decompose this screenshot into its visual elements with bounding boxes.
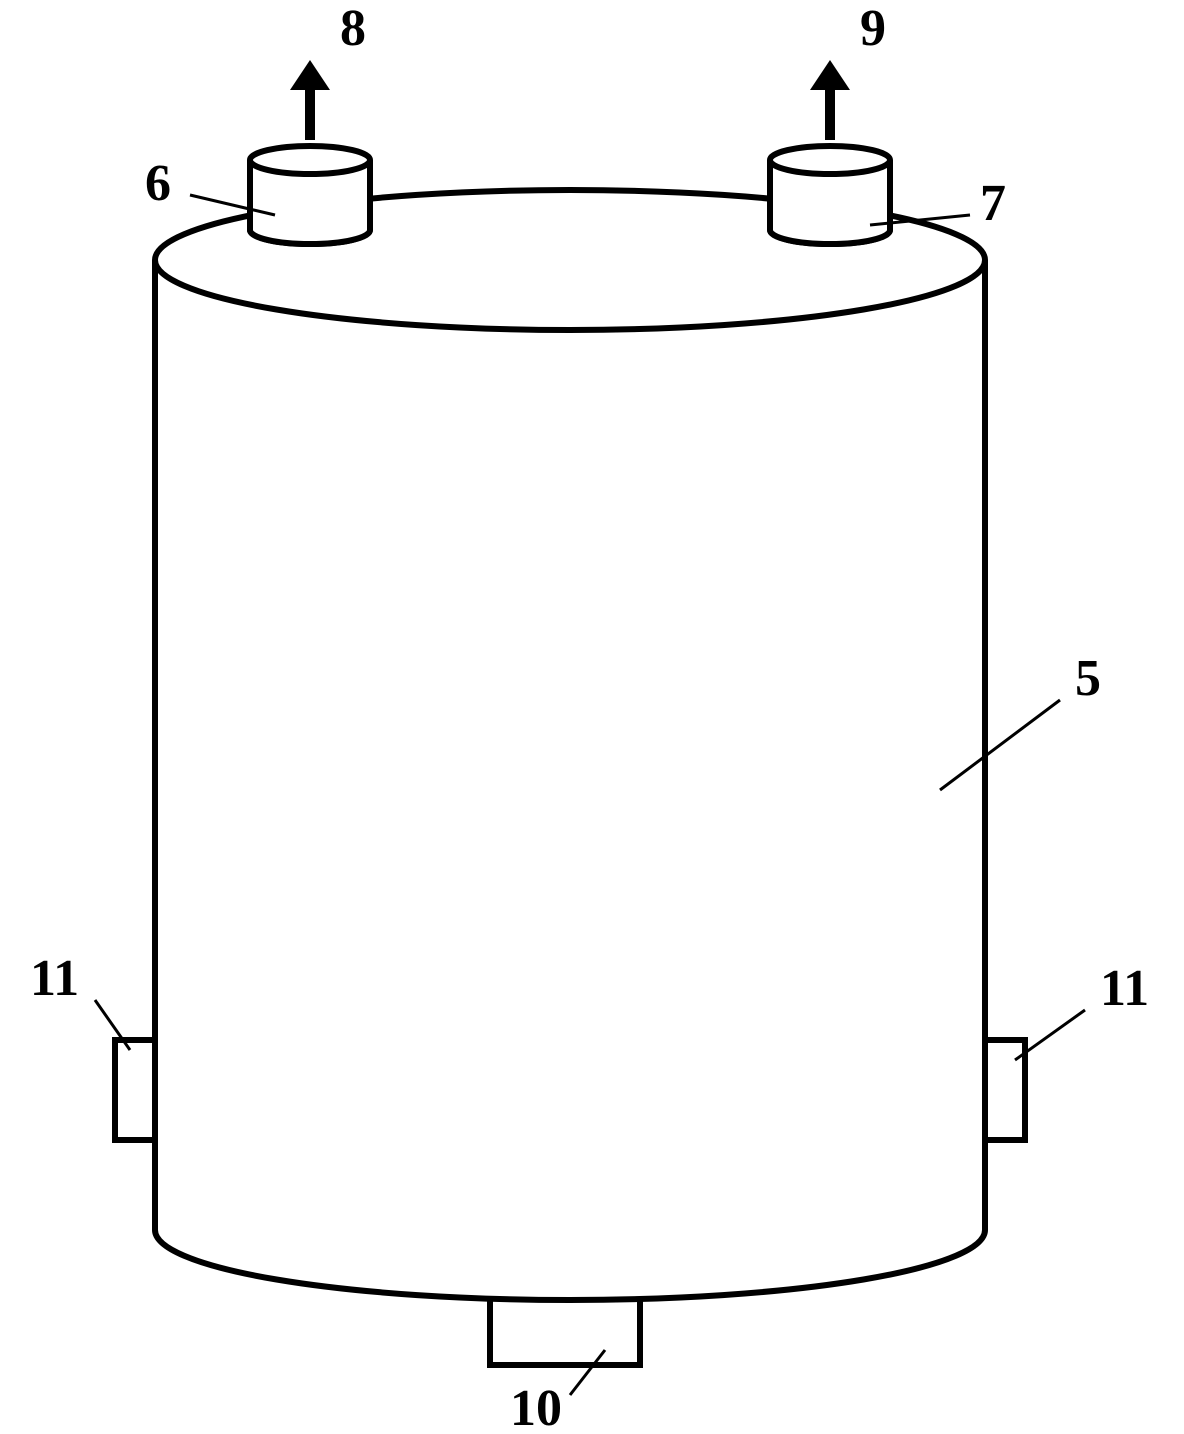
svg-text:9: 9 — [860, 0, 886, 57]
svg-text:10: 10 — [510, 1380, 562, 1434]
svg-text:6: 6 — [145, 155, 171, 212]
svg-text:5: 5 — [1075, 650, 1101, 707]
svg-text:7: 7 — [980, 175, 1006, 232]
svg-text:11: 11 — [30, 950, 79, 1007]
svg-text:8: 8 — [340, 0, 366, 57]
svg-text:11: 11 — [1100, 960, 1149, 1017]
